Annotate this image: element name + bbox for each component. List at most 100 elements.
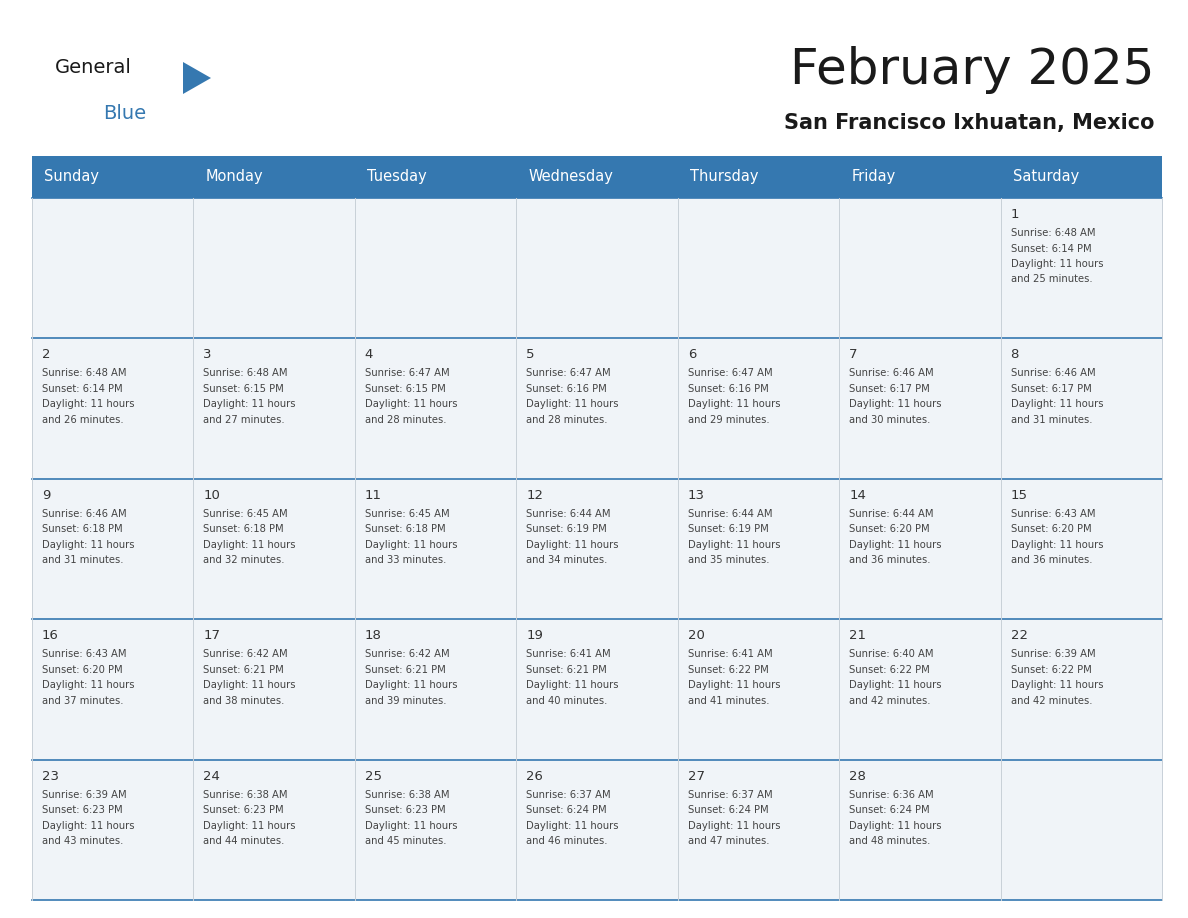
Text: Sunrise: 6:37 AM: Sunrise: 6:37 AM	[688, 789, 772, 800]
Text: and 27 minutes.: and 27 minutes.	[203, 415, 285, 425]
Text: Daylight: 11 hours: Daylight: 11 hours	[42, 399, 134, 409]
Text: 11: 11	[365, 488, 381, 502]
Text: Sunrise: 6:38 AM: Sunrise: 6:38 AM	[203, 789, 287, 800]
Text: Sunset: 6:18 PM: Sunset: 6:18 PM	[42, 524, 122, 534]
Text: Sunrise: 6:37 AM: Sunrise: 6:37 AM	[526, 789, 611, 800]
Text: 18: 18	[365, 629, 381, 643]
Text: Friday: Friday	[851, 170, 896, 185]
Text: Daylight: 11 hours: Daylight: 11 hours	[849, 540, 942, 550]
Text: Sunset: 6:15 PM: Sunset: 6:15 PM	[365, 384, 446, 394]
Text: 16: 16	[42, 629, 59, 643]
Text: Daylight: 11 hours: Daylight: 11 hours	[526, 399, 619, 409]
Bar	[32, 198, 1162, 339]
Text: 3: 3	[203, 349, 211, 362]
Text: 7: 7	[849, 349, 858, 362]
Text: Daylight: 11 hours: Daylight: 11 hours	[849, 680, 942, 690]
Text: 12: 12	[526, 488, 543, 502]
Text: 22: 22	[1011, 629, 1028, 643]
Text: Sunrise: 6:36 AM: Sunrise: 6:36 AM	[849, 789, 934, 800]
Text: Sunset: 6:20 PM: Sunset: 6:20 PM	[849, 524, 930, 534]
Text: and 31 minutes.: and 31 minutes.	[42, 555, 124, 565]
Text: Daylight: 11 hours: Daylight: 11 hours	[365, 540, 457, 550]
Text: Daylight: 11 hours: Daylight: 11 hours	[365, 680, 457, 690]
Text: and 28 minutes.: and 28 minutes.	[526, 415, 608, 425]
Text: Sunrise: 6:45 AM: Sunrise: 6:45 AM	[203, 509, 287, 519]
Text: 26: 26	[526, 769, 543, 783]
Text: and 34 minutes.: and 34 minutes.	[526, 555, 607, 565]
Text: 13: 13	[688, 488, 704, 502]
Text: Sunset: 6:14 PM: Sunset: 6:14 PM	[42, 384, 122, 394]
Text: 17: 17	[203, 629, 221, 643]
Text: Sunset: 6:15 PM: Sunset: 6:15 PM	[203, 384, 284, 394]
Text: Sunrise: 6:46 AM: Sunrise: 6:46 AM	[42, 509, 127, 519]
Text: and 42 minutes.: and 42 minutes.	[849, 696, 930, 706]
Text: 2: 2	[42, 349, 51, 362]
Text: Sunset: 6:23 PM: Sunset: 6:23 PM	[203, 805, 284, 815]
Text: and 31 minutes.: and 31 minutes.	[1011, 415, 1092, 425]
Text: Tuesday: Tuesday	[367, 170, 426, 185]
Text: and 36 minutes.: and 36 minutes.	[849, 555, 930, 565]
Text: and 44 minutes.: and 44 minutes.	[203, 836, 285, 846]
Text: Daylight: 11 hours: Daylight: 11 hours	[1011, 680, 1104, 690]
Text: General: General	[55, 58, 132, 77]
Text: 1: 1	[1011, 208, 1019, 221]
Text: and 35 minutes.: and 35 minutes.	[688, 555, 769, 565]
Text: and 32 minutes.: and 32 minutes.	[203, 555, 285, 565]
Text: 8: 8	[1011, 349, 1019, 362]
Text: Blue: Blue	[103, 104, 146, 123]
Text: and 43 minutes.: and 43 minutes.	[42, 836, 124, 846]
Text: Sunrise: 6:44 AM: Sunrise: 6:44 AM	[849, 509, 934, 519]
Text: Sunset: 6:16 PM: Sunset: 6:16 PM	[688, 384, 769, 394]
Text: Daylight: 11 hours: Daylight: 11 hours	[203, 680, 296, 690]
Text: Daylight: 11 hours: Daylight: 11 hours	[42, 680, 134, 690]
Text: Sunset: 6:19 PM: Sunset: 6:19 PM	[688, 524, 769, 534]
Text: 14: 14	[849, 488, 866, 502]
Text: Daylight: 11 hours: Daylight: 11 hours	[203, 399, 296, 409]
Text: Daylight: 11 hours: Daylight: 11 hours	[526, 680, 619, 690]
Text: Daylight: 11 hours: Daylight: 11 hours	[42, 540, 134, 550]
Text: 25: 25	[365, 769, 381, 783]
Text: Sunset: 6:19 PM: Sunset: 6:19 PM	[526, 524, 607, 534]
Text: Daylight: 11 hours: Daylight: 11 hours	[526, 821, 619, 831]
Text: Daylight: 11 hours: Daylight: 11 hours	[688, 399, 781, 409]
Bar	[32, 479, 1162, 620]
Text: Daylight: 11 hours: Daylight: 11 hours	[42, 821, 134, 831]
Text: Daylight: 11 hours: Daylight: 11 hours	[688, 540, 781, 550]
Text: and 47 minutes.: and 47 minutes.	[688, 836, 769, 846]
Text: Daylight: 11 hours: Daylight: 11 hours	[1011, 259, 1104, 269]
Text: Sunset: 6:17 PM: Sunset: 6:17 PM	[849, 384, 930, 394]
Text: Sunrise: 6:44 AM: Sunrise: 6:44 AM	[526, 509, 611, 519]
Text: Sunrise: 6:40 AM: Sunrise: 6:40 AM	[849, 649, 934, 659]
Text: and 39 minutes.: and 39 minutes.	[365, 696, 447, 706]
Text: 10: 10	[203, 488, 220, 502]
Bar	[32, 620, 1162, 759]
Text: Sunrise: 6:39 AM: Sunrise: 6:39 AM	[42, 789, 127, 800]
Text: and 29 minutes.: and 29 minutes.	[688, 415, 770, 425]
Text: and 38 minutes.: and 38 minutes.	[203, 696, 285, 706]
Text: 5: 5	[526, 349, 535, 362]
Text: Sunrise: 6:48 AM: Sunrise: 6:48 AM	[1011, 228, 1095, 238]
Text: Sunset: 6:21 PM: Sunset: 6:21 PM	[365, 665, 446, 675]
Text: 28: 28	[849, 769, 866, 783]
Text: and 41 minutes.: and 41 minutes.	[688, 696, 769, 706]
Text: Daylight: 11 hours: Daylight: 11 hours	[1011, 540, 1104, 550]
Text: Sunset: 6:22 PM: Sunset: 6:22 PM	[688, 665, 769, 675]
Text: Daylight: 11 hours: Daylight: 11 hours	[203, 821, 296, 831]
Text: Sunrise: 6:44 AM: Sunrise: 6:44 AM	[688, 509, 772, 519]
Text: Daylight: 11 hours: Daylight: 11 hours	[1011, 399, 1104, 409]
Text: and 36 minutes.: and 36 minutes.	[1011, 555, 1092, 565]
Text: Daylight: 11 hours: Daylight: 11 hours	[688, 821, 781, 831]
Text: and 46 minutes.: and 46 minutes.	[526, 836, 608, 846]
Text: Sunrise: 6:48 AM: Sunrise: 6:48 AM	[42, 368, 126, 378]
Text: Sunrise: 6:41 AM: Sunrise: 6:41 AM	[688, 649, 772, 659]
Text: Sunset: 6:18 PM: Sunset: 6:18 PM	[365, 524, 446, 534]
Text: 21: 21	[849, 629, 866, 643]
Polygon shape	[183, 62, 211, 94]
Text: and 40 minutes.: and 40 minutes.	[526, 696, 607, 706]
Text: Sunset: 6:22 PM: Sunset: 6:22 PM	[1011, 665, 1092, 675]
Text: 20: 20	[688, 629, 704, 643]
Bar	[32, 759, 1162, 900]
Text: Sunrise: 6:45 AM: Sunrise: 6:45 AM	[365, 509, 449, 519]
Text: Daylight: 11 hours: Daylight: 11 hours	[203, 540, 296, 550]
Text: Sunrise: 6:39 AM: Sunrise: 6:39 AM	[1011, 649, 1095, 659]
